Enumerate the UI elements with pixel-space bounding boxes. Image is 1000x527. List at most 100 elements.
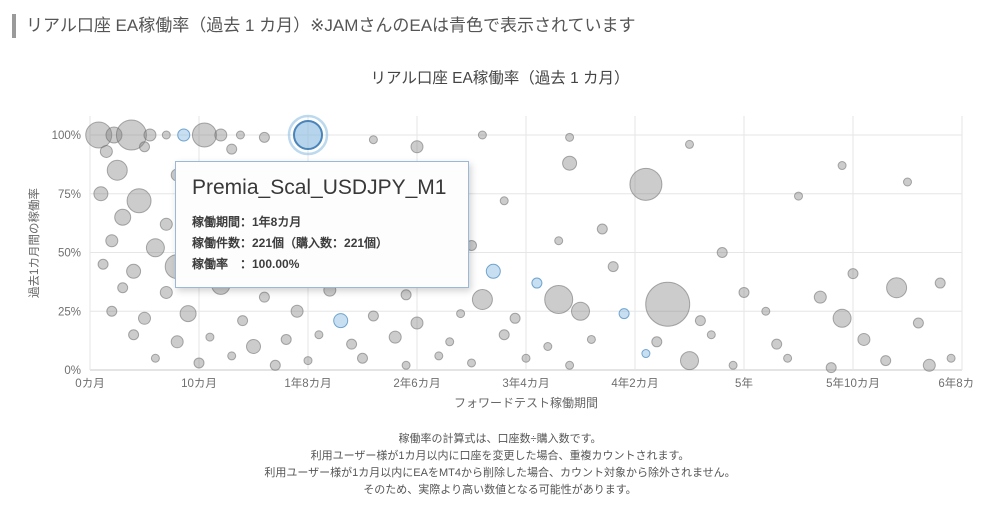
- bubble[interactable]: [562, 155, 578, 171]
- bubble[interactable]: [445, 337, 455, 347]
- bubble[interactable]: [837, 160, 847, 170]
- bubble[interactable]: [571, 301, 590, 321]
- bubble[interactable]: [367, 310, 379, 322]
- bubble[interactable]: [138, 311, 151, 325]
- bubble[interactable]: [99, 144, 113, 158]
- bubble[interactable]: [544, 284, 574, 314]
- bubble[interactable]: [771, 338, 783, 350]
- bubble[interactable]: [880, 354, 892, 366]
- bubble[interactable]: [179, 304, 197, 322]
- bubble[interactable]: [922, 358, 936, 372]
- highlight-bubble[interactable]: [333, 312, 349, 328]
- bubble[interactable]: [410, 316, 424, 330]
- bubble[interactable]: [543, 341, 553, 351]
- bubble[interactable]: [143, 128, 157, 142]
- bubble[interactable]: [193, 357, 205, 369]
- bubble[interactable]: [214, 128, 228, 142]
- bubble[interactable]: [783, 353, 793, 363]
- bubble[interactable]: [114, 208, 132, 226]
- bubble[interactable]: [716, 246, 728, 258]
- highlight-bubble[interactable]: [177, 128, 191, 142]
- highlight-bubble[interactable]: [641, 348, 651, 358]
- bubble[interactable]: [857, 332, 871, 346]
- bubble[interactable]: [680, 350, 699, 370]
- bubble[interactable]: [105, 126, 123, 144]
- bubble[interactable]: [813, 290, 827, 304]
- bubble[interactable]: [117, 282, 129, 294]
- bubble[interactable]: [596, 223, 608, 235]
- bubble[interactable]: [85, 121, 113, 149]
- bubble[interactable]: [728, 360, 738, 370]
- bubble[interactable]: [226, 143, 238, 155]
- bubble[interactable]: [357, 352, 368, 364]
- bubble[interactable]: [303, 355, 313, 365]
- bubble[interactable]: [258, 131, 270, 143]
- bubble[interactable]: [912, 317, 924, 329]
- bubble[interactable]: [105, 234, 119, 248]
- bubble[interactable]: [794, 191, 803, 201]
- bubble[interactable]: [886, 277, 908, 299]
- bubble[interactable]: [903, 177, 912, 187]
- bubble[interactable]: [368, 134, 378, 144]
- bubble[interactable]: [434, 351, 444, 361]
- bubble[interactable]: [280, 333, 292, 345]
- bubble[interactable]: [471, 288, 493, 310]
- bubble[interactable]: [401, 360, 411, 370]
- bubble[interactable]: [246, 338, 261, 354]
- bubble[interactable]: [629, 167, 663, 201]
- bubble[interactable]: [290, 304, 304, 318]
- bubble[interactable]: [159, 285, 173, 299]
- bubble[interactable]: [106, 159, 128, 181]
- bubble[interactable]: [934, 277, 946, 289]
- bubble[interactable]: [706, 330, 716, 340]
- bubble[interactable]: [554, 236, 564, 246]
- bubble[interactable]: [477, 130, 487, 140]
- bubble[interactable]: [694, 314, 706, 326]
- bubble[interactable]: [685, 139, 694, 149]
- bubble[interactable]: [235, 130, 245, 140]
- bubble[interactable]: [498, 329, 510, 341]
- highlight-bubble[interactable]: [618, 307, 630, 319]
- bubble[interactable]: [314, 330, 324, 340]
- bubble[interactable]: [258, 291, 270, 303]
- bubble[interactable]: [645, 281, 691, 327]
- bubble[interactable]: [825, 361, 837, 373]
- bubble[interactable]: [346, 338, 358, 350]
- bubble[interactable]: [159, 217, 173, 231]
- bubble[interactable]: [467, 358, 476, 368]
- bubble[interactable]: [586, 334, 596, 344]
- selected-bubble[interactable]: [293, 119, 323, 150]
- bubble[interactable]: [456, 308, 466, 318]
- bubble[interactable]: [145, 238, 165, 258]
- bubble[interactable]: [161, 130, 171, 140]
- bubble[interactable]: [205, 332, 215, 342]
- bubble[interactable]: [106, 305, 118, 317]
- bubble[interactable]: [97, 258, 109, 270]
- bubble[interactable]: [150, 353, 160, 363]
- bubble[interactable]: [126, 188, 152, 214]
- bubble[interactable]: [115, 119, 147, 151]
- bubble[interactable]: [847, 267, 859, 279]
- bubble[interactable]: [946, 353, 956, 363]
- bubble[interactable]: [565, 360, 575, 370]
- bubble[interactable]: [139, 141, 150, 153]
- bubble[interactable]: [191, 122, 217, 148]
- bubble[interactable]: [509, 312, 521, 324]
- bubble[interactable]: [237, 314, 249, 326]
- bubble[interactable]: [388, 330, 402, 344]
- bubble[interactable]: [227, 351, 237, 361]
- bubble[interactable]: [410, 140, 424, 154]
- bubble[interactable]: [128, 329, 140, 341]
- bubble[interactable]: [607, 260, 619, 272]
- bubble[interactable]: [126, 263, 142, 279]
- bubble[interactable]: [651, 336, 663, 348]
- bubble[interactable]: [93, 186, 109, 202]
- bubble[interactable]: [499, 196, 509, 206]
- bubble[interactable]: [521, 353, 531, 363]
- bubble[interactable]: [565, 132, 575, 142]
- bubble[interactable]: [761, 306, 771, 316]
- bubble[interactable]: [738, 286, 750, 298]
- bubble[interactable]: [269, 359, 281, 371]
- bubble-chart-svg[interactable]: 0% 25% 50% 75% 100% 0カ月 10カ月 1年8カ月 2年6カ月 3年4カ月 4年2…: [26, 101, 974, 393]
- bubble[interactable]: [400, 289, 412, 301]
